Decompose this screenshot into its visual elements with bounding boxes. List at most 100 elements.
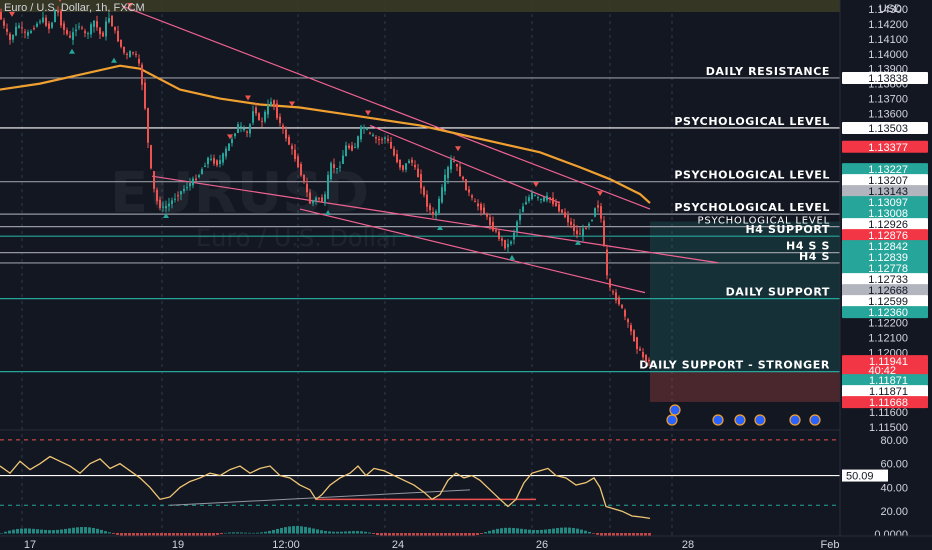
candle-body: [255, 107, 257, 114]
histogram-bar: [0, 533, 3, 534]
candle-body: [573, 224, 575, 232]
candle-body: [627, 319, 629, 323]
histogram-bar: [60, 529, 63, 534]
candle-body: [621, 304, 623, 308]
economic-event-icon: [754, 414, 766, 426]
economic-event-icon: [669, 404, 681, 416]
candle-body: [117, 30, 119, 42]
candle-body: [516, 221, 518, 232]
candle-body: [447, 167, 449, 179]
candle-body: [480, 204, 482, 211]
economic-event-icon: [734, 414, 746, 426]
candle-body: [411, 159, 413, 163]
candle-body: [195, 178, 197, 181]
candle-body: [42, 17, 44, 23]
candle-body: [54, 9, 56, 23]
histogram-bar: [136, 533, 139, 537]
candle-body: [546, 195, 548, 201]
candle-body: [420, 174, 422, 189]
histogram-bar: [496, 528, 499, 534]
candle-body: [159, 199, 161, 208]
fractal-up-marker: [575, 239, 581, 245]
candle-body: [423, 187, 425, 196]
histogram-bar: [484, 532, 487, 534]
candle-body: [552, 197, 554, 205]
exchange-label: FXCM: [113, 2, 145, 14]
candle-body: [303, 174, 305, 182]
candle-body: [282, 125, 284, 129]
candle-body: [576, 230, 578, 234]
resistance-band: [0, 0, 840, 12]
symbol-name[interactable]: Euro / U.S. Dollar: [4, 2, 89, 14]
histogram-bar: [248, 532, 251, 534]
histogram-bar: [524, 529, 527, 534]
candle-body: [294, 149, 296, 160]
candle-body: [33, 28, 35, 30]
rsi-trendline: [169, 489, 471, 506]
candle-body: [66, 30, 68, 35]
histogram-bar: [152, 533, 155, 536]
rsi-tick-label: 40.00: [880, 482, 908, 494]
candle-body: [264, 111, 266, 122]
histogram-bar: [300, 526, 303, 534]
fractal-down-marker: [9, 11, 15, 17]
rsi-value-tag-bg: [842, 469, 888, 482]
candle-body: [594, 208, 596, 217]
rsi-tick-label: 80.00: [880, 435, 908, 447]
histogram-bar: [148, 533, 151, 536]
candle-body: [513, 232, 515, 240]
candle-body: [252, 111, 254, 123]
candle-body: [21, 27, 23, 29]
candle-body: [528, 197, 530, 201]
trendline: [299, 208, 646, 294]
histogram-bar: [116, 533, 119, 535]
price-tag-bg: [842, 240, 928, 253]
candle-body: [210, 158, 212, 160]
histogram-bar: [436, 533, 439, 537]
level-label: DAILY SUPPORT - STRONGER: [639, 359, 830, 372]
price-tag: 1.12926: [868, 219, 908, 231]
candle-body: [633, 330, 635, 342]
candle-body: [453, 161, 455, 163]
candle-body: [180, 191, 182, 195]
histogram-bar: [616, 533, 619, 537]
price-tag-bg: [842, 163, 928, 176]
fractal-up-marker: [111, 57, 117, 63]
candle-body: [330, 163, 332, 180]
candle-body: [570, 221, 572, 225]
candle-body: [183, 188, 185, 192]
candle-body: [615, 292, 617, 301]
candle-body: [387, 138, 389, 141]
candle-body: [534, 195, 536, 197]
candle-body: [237, 124, 239, 133]
candle-body: [489, 217, 491, 226]
economic-event-icon: [712, 414, 724, 426]
histogram-bar: [428, 533, 431, 537]
candle-body: [123, 46, 125, 53]
candle-body: [51, 22, 53, 28]
price-tag: 1.11668: [869, 397, 908, 409]
fractal-down-marker: [455, 146, 461, 152]
fractal-down-marker: [127, 2, 133, 8]
candle-body: [486, 214, 488, 217]
histogram-bar: [92, 527, 95, 534]
histogram-bar: [360, 531, 363, 534]
candle-body: [108, 18, 110, 23]
level-label: H4 SUPPORT: [746, 223, 831, 236]
histogram-bar: [596, 533, 599, 535]
price-tag: 1.12876: [868, 230, 908, 242]
candle-body: [597, 205, 599, 208]
candle-body: [261, 120, 263, 122]
candle-body: [213, 158, 215, 164]
candle-body: [450, 159, 452, 170]
histogram-bar: [284, 527, 287, 534]
interval-label[interactable]: 1h: [95, 2, 108, 14]
candle-body: [405, 163, 407, 170]
candle-body: [135, 54, 137, 56]
candle-body: [141, 64, 143, 85]
histogram-bar: [220, 533, 223, 535]
histogram-bar: [532, 529, 535, 534]
candle-body: [60, 10, 62, 26]
level-label: DAILY SUPPORT: [726, 286, 830, 299]
